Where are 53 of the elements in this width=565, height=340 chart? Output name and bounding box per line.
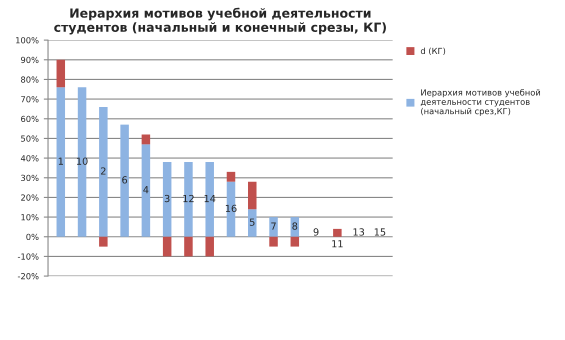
x-tick-label: 4 — [143, 186, 148, 194]
x-tick-label: 8 — [292, 222, 298, 230]
bar — [56, 87, 66, 237]
chart-title: Иерархия мотивов учебной деятельности студентов (начальный и конечный срезы, КГ) — [54, 8, 386, 34]
y-tick-label: 0% — [26, 234, 39, 240]
y-tick-label: 60% — [21, 116, 39, 122]
bar — [290, 236, 300, 247]
x-tick-label: 15 — [374, 228, 386, 236]
bar — [78, 87, 86, 237]
bar — [162, 236, 172, 256]
y-tick-label: 70% — [21, 96, 39, 102]
bar — [120, 124, 129, 237]
bar — [162, 162, 172, 237]
x-tick-label: 7 — [271, 222, 276, 230]
bar — [333, 228, 342, 237]
y-tick-label: -20% — [18, 273, 39, 280]
bar — [184, 162, 193, 237]
legend-label: Иерархия мотивов учебной деятельности студентов (начальный срез,КГ) — [420, 89, 540, 116]
bar — [142, 134, 150, 144]
legend-label: d (КГ) — [420, 48, 446, 56]
y-tick-label: 20% — [21, 194, 39, 201]
x-tick-label: 3 — [164, 194, 170, 202]
y-tick-label: 90% — [21, 56, 39, 64]
x-tick-label: 1 — [58, 158, 63, 165]
bar — [205, 236, 214, 256]
y-tick-label: 10% — [21, 214, 39, 220]
y-tick-label: 100% — [16, 37, 39, 44]
x-tick-label: 12 — [183, 194, 194, 202]
bar — [248, 209, 257, 237]
x-tick-label: 5 — [250, 218, 255, 226]
y-tick-label: 80% — [21, 76, 39, 83]
bar — [226, 182, 236, 237]
bar — [290, 217, 300, 237]
x-tick-label: 9 — [314, 228, 318, 236]
y-tick-label: -10% — [18, 253, 39, 260]
bar — [99, 236, 108, 247]
y-tick-label: 50% — [21, 135, 39, 142]
bar — [205, 162, 214, 237]
bar — [142, 144, 150, 237]
bar — [269, 217, 278, 237]
bar — [269, 236, 278, 247]
x-tick-label: 13 — [354, 228, 364, 236]
x-tick-label: 6 — [122, 176, 128, 184]
x-tick-label: 11 — [332, 240, 343, 248]
bar — [248, 182, 257, 210]
x-tick-label: 2 — [100, 167, 106, 175]
bar — [226, 172, 236, 182]
y-tick-label: 40% — [20, 155, 39, 162]
bar — [184, 236, 193, 256]
y-tick-label: 30% — [21, 174, 39, 182]
bar — [99, 106, 108, 237]
bar — [56, 60, 66, 88]
x-tick-label: 14 — [204, 194, 216, 202]
